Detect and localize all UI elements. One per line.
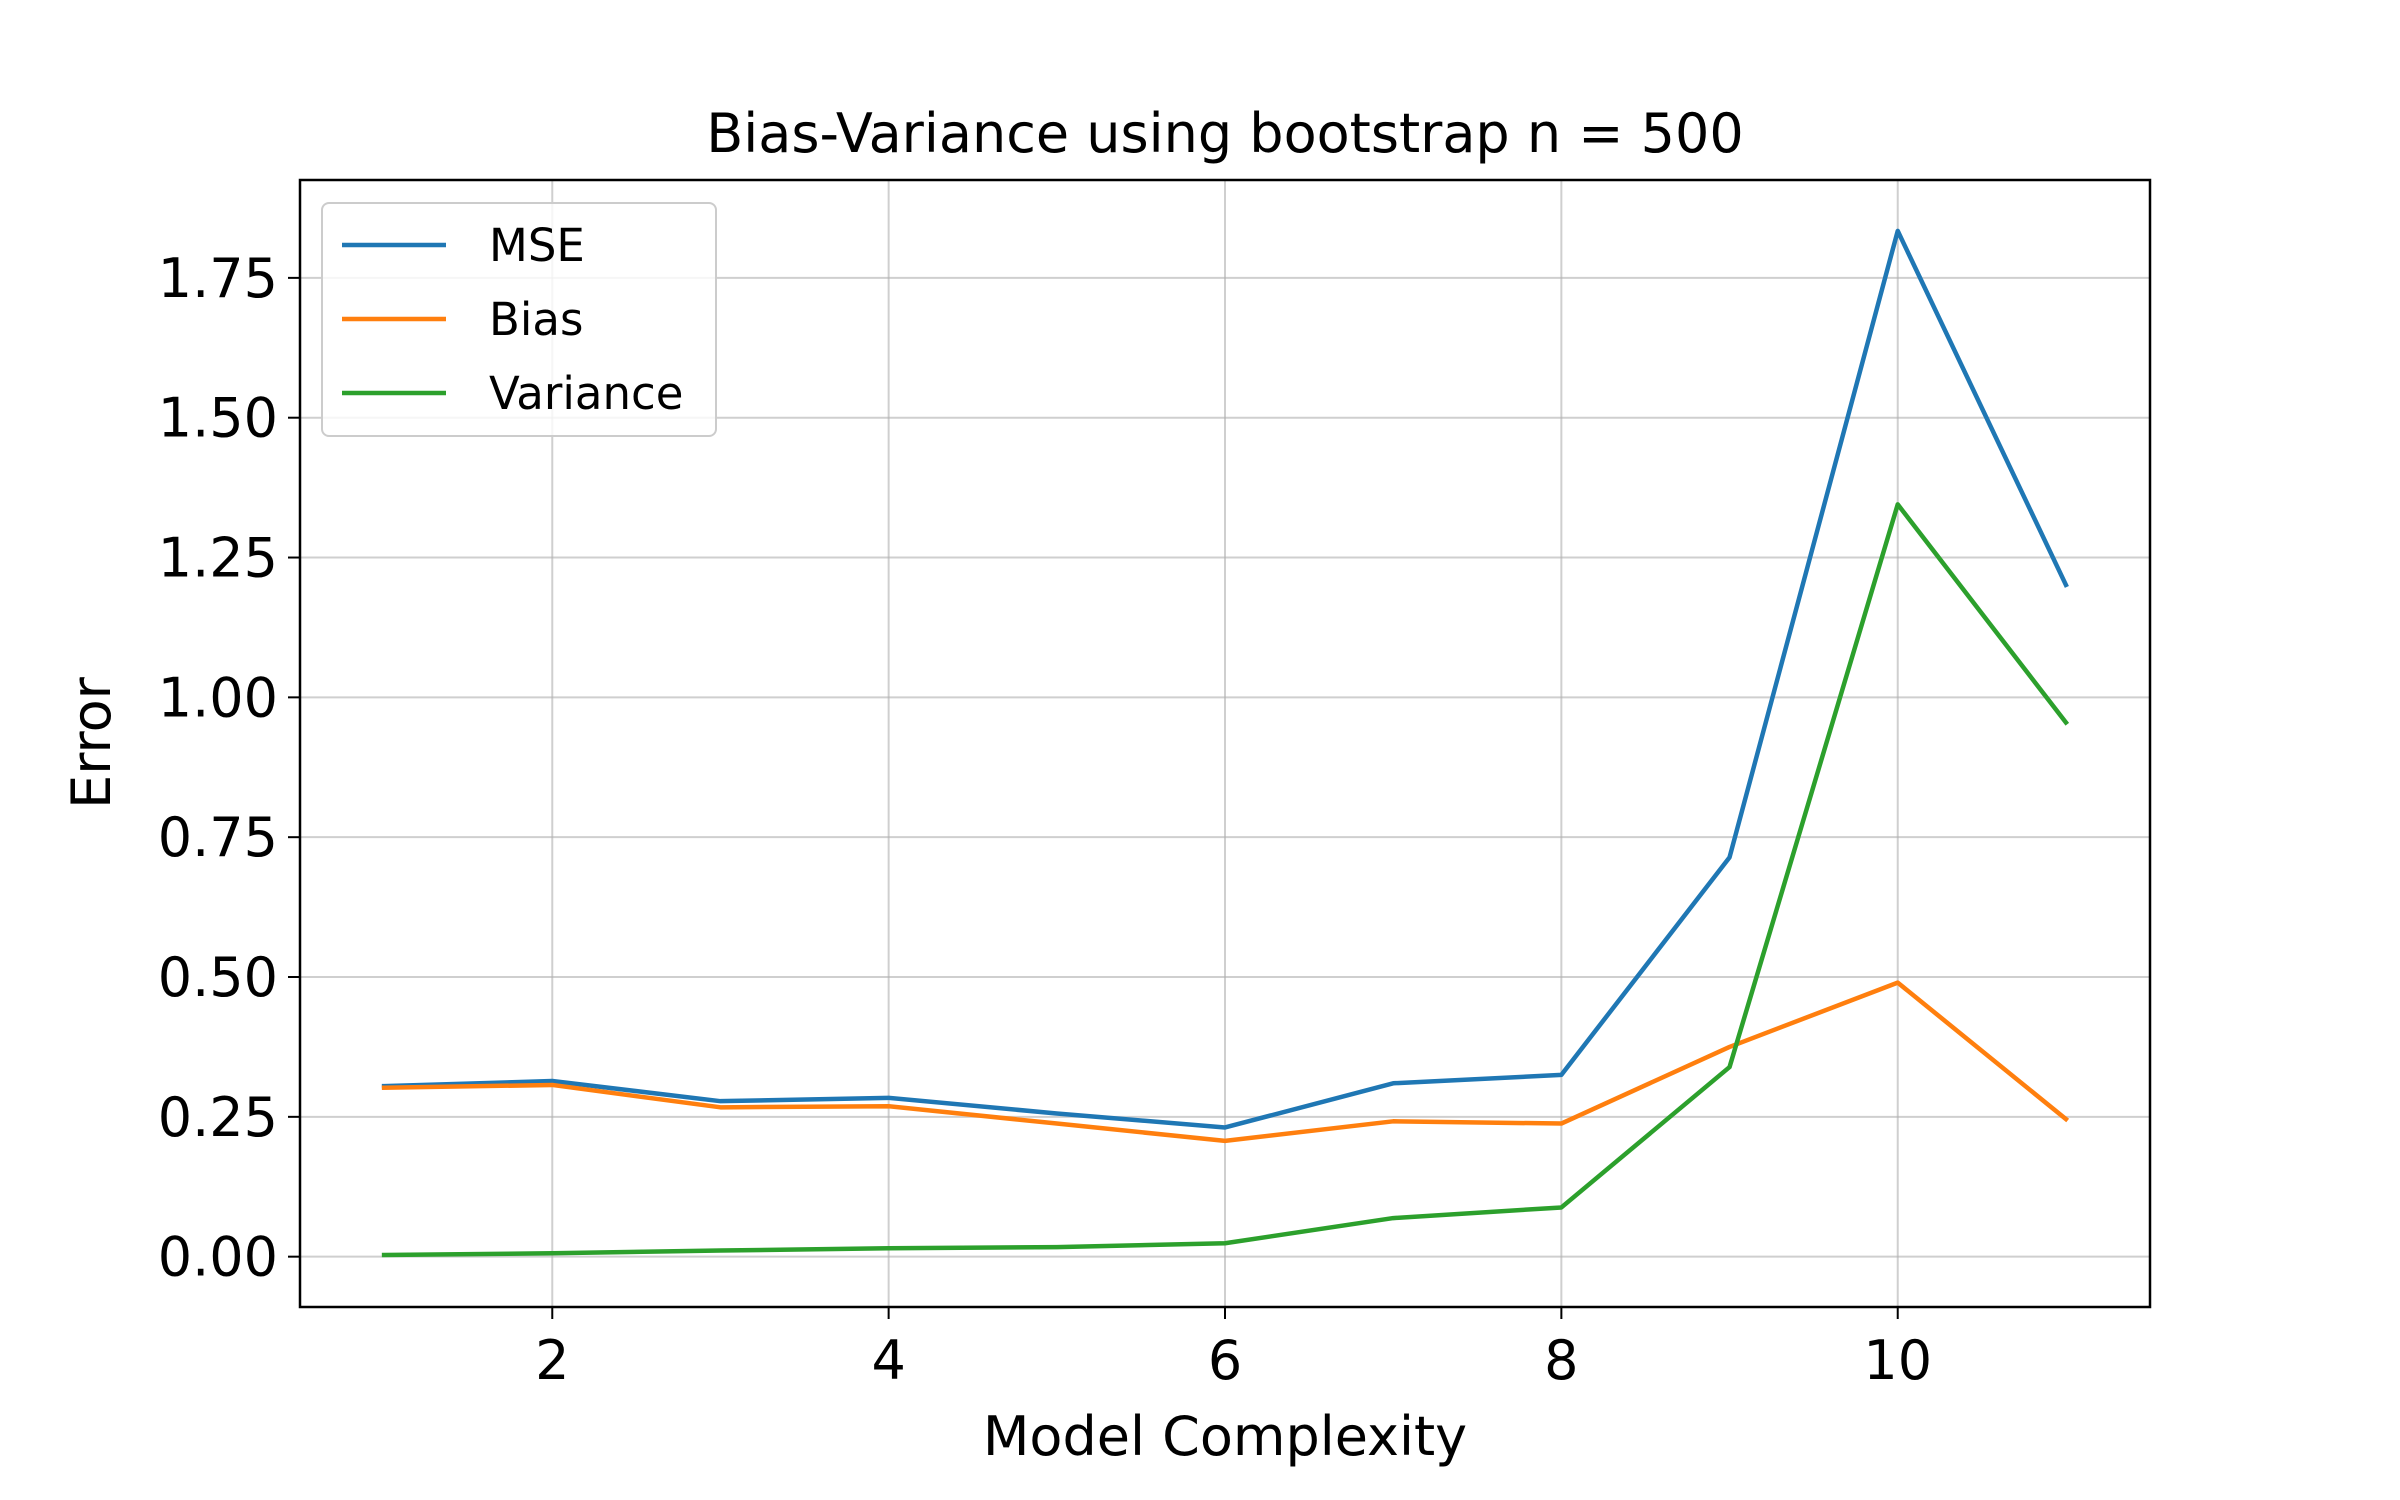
x-tick-label: 2 [535, 1329, 569, 1392]
x-tick-label: 8 [1544, 1329, 1578, 1392]
legend: MSE Bias Variance [321, 202, 717, 437]
series-line-mse [381, 228, 2069, 1130]
legend-label-variance: Variance [489, 367, 683, 420]
legend-label-mse: MSE [489, 219, 585, 272]
y-axis-label: Error [60, 676, 123, 808]
x-axis-label: Model Complexity [983, 1405, 1467, 1468]
y-tick-label: 1.00 [158, 666, 278, 729]
y-tick-label: 1.75 [158, 247, 278, 310]
legend-label-bias: Bias [489, 293, 583, 346]
y-tick-label: 1.50 [158, 387, 278, 450]
x-tick-label: 6 [1208, 1329, 1242, 1392]
legend-items: MSE Bias Variance [342, 219, 683, 420]
series-lines [381, 228, 2070, 1258]
series-line-variance [381, 502, 2070, 1258]
axis-ticks: 2 4 6 8 10 0.00 0.25 0.50 0.75 1.00 1.25 1.50 1.75 [158, 247, 1932, 1392]
y-tick-label: 0.50 [158, 946, 278, 1009]
x-tick-label: 10 [1863, 1329, 1932, 1392]
chart-title: Bias-Variance using bootstrap n = 500 [706, 102, 1744, 165]
y-tick-label: 1.25 [158, 527, 278, 590]
legend-box [321, 202, 717, 437]
series-line-bias [381, 980, 2070, 1144]
y-tick-label: 0.25 [158, 1086, 278, 1149]
y-tick-label: 0.00 [158, 1226, 278, 1289]
x-tick-label: 4 [871, 1329, 905, 1392]
y-tick-label: 0.75 [158, 806, 278, 869]
